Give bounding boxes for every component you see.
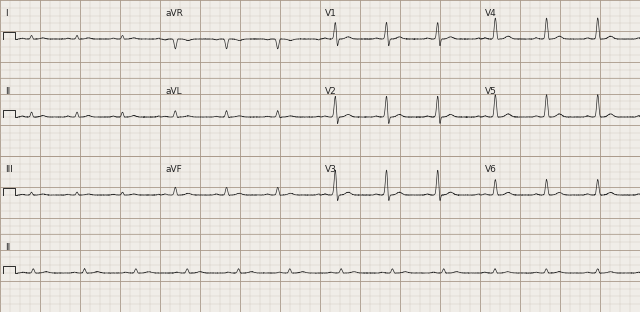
Text: V3: V3 — [325, 165, 337, 174]
Text: III: III — [5, 165, 13, 174]
Text: V6: V6 — [485, 165, 497, 174]
Text: I: I — [5, 9, 8, 18]
Text: aVL: aVL — [165, 87, 182, 96]
Text: V1: V1 — [325, 9, 337, 18]
Text: II: II — [5, 243, 10, 252]
Text: II: II — [5, 87, 10, 96]
Text: V5: V5 — [485, 87, 497, 96]
Text: aVF: aVF — [165, 165, 182, 174]
Text: V2: V2 — [325, 87, 337, 96]
Text: aVR: aVR — [165, 9, 183, 18]
Text: V4: V4 — [485, 9, 497, 18]
